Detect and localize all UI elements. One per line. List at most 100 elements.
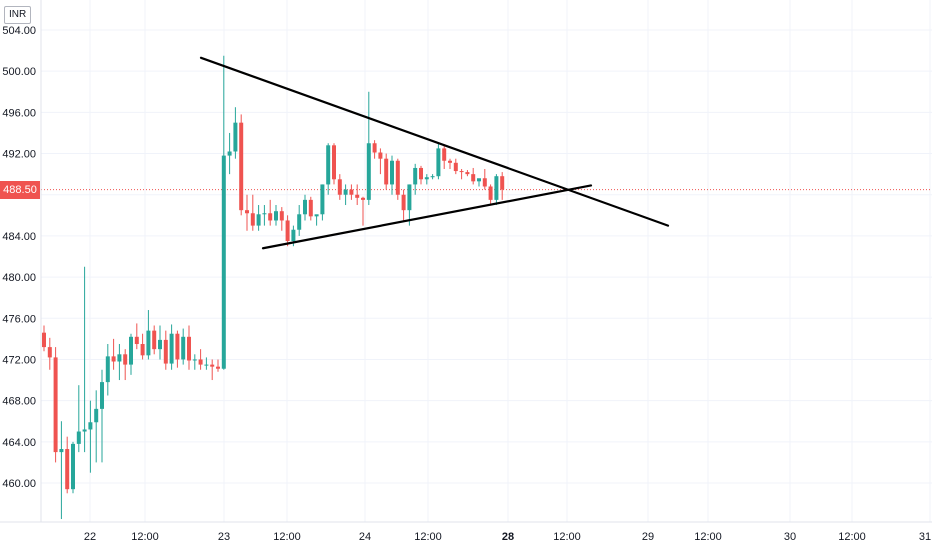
candle[interactable] — [384, 153, 389, 190]
candle[interactable] — [297, 205, 302, 236]
currency-label[interactable]: INR — [4, 6, 32, 24]
candle[interactable] — [82, 266, 87, 453]
candle[interactable] — [227, 132, 232, 175]
candle[interactable] — [494, 174, 499, 206]
candle-series[interactable] — [42, 55, 505, 520]
candle[interactable] — [401, 189, 406, 221]
candle[interactable] — [146, 310, 151, 360]
candle[interactable] — [233, 107, 238, 159]
candle-body — [158, 339, 162, 350]
candle-body — [245, 210, 249, 214]
candle[interactable] — [430, 174, 435, 180]
candle[interactable] — [100, 369, 104, 463]
time-axis[interactable]: 22 12:00 23 12:00 24 12:00 28 12:00 29 12:00 30 12:… — [0, 521, 932, 543]
candle[interactable] — [326, 143, 331, 195]
candle-body — [140, 344, 145, 356]
candle[interactable] — [181, 328, 186, 365]
candle[interactable] — [216, 359, 220, 372]
candle[interactable] — [303, 194, 307, 221]
candle[interactable] — [453, 158, 458, 175]
candle[interactable] — [482, 168, 487, 190]
candle[interactable] — [134, 323, 139, 350]
candle[interactable] — [262, 205, 267, 226]
candle[interactable] — [419, 165, 423, 185]
candle-body — [216, 366, 220, 369]
candle[interactable] — [42, 325, 46, 352]
candle[interactable] — [239, 114, 244, 216]
candle[interactable] — [187, 325, 191, 370]
candle[interactable] — [355, 184, 360, 206]
candle[interactable] — [337, 174, 342, 200]
candle[interactable] — [285, 215, 290, 247]
candle[interactable] — [372, 140, 377, 159]
candle[interactable] — [245, 194, 249, 231]
candle-body — [53, 357, 58, 453]
candle[interactable] — [59, 421, 64, 520]
candle[interactable] — [221, 55, 226, 370]
candle[interactable] — [158, 325, 162, 360]
candle[interactable] — [140, 333, 145, 360]
candle[interactable] — [123, 349, 128, 381]
candle[interactable] — [378, 148, 383, 175]
candle[interactable] — [53, 347, 58, 463]
candle[interactable] — [76, 385, 81, 453]
candle[interactable] — [413, 163, 418, 195]
candle[interactable] — [314, 214, 319, 226]
candle-body — [442, 148, 447, 161]
candle-body — [465, 172, 470, 175]
candle-body — [100, 382, 104, 409]
candle[interactable] — [366, 91, 371, 206]
candle[interactable] — [448, 158, 452, 169]
candle[interactable] — [88, 400, 93, 473]
candle[interactable] — [198, 349, 203, 370]
candle[interactable] — [459, 168, 464, 180]
candle[interactable] — [256, 205, 261, 231]
candle[interactable] — [424, 174, 429, 185]
candle[interactable] — [169, 324, 174, 370]
trendline-upper[interactable] — [199, 56, 670, 227]
candle-body — [42, 332, 46, 348]
candle[interactable] — [390, 155, 394, 195]
candle[interactable] — [308, 196, 313, 221]
candle[interactable] — [47, 337, 52, 370]
candle[interactable] — [192, 354, 197, 370]
candle[interactable] — [332, 143, 336, 185]
candle[interactable] — [117, 344, 122, 381]
trendlines[interactable] — [199, 56, 670, 250]
candle[interactable] — [442, 144, 447, 169]
candle[interactable] — [349, 184, 354, 200]
candle[interactable] — [111, 338, 116, 370]
candle[interactable] — [175, 330, 180, 368]
candle[interactable] — [407, 184, 412, 226]
candle-body — [105, 356, 110, 383]
candle[interactable] — [268, 199, 273, 226]
candle[interactable] — [152, 325, 157, 355]
candle[interactable] — [465, 170, 470, 177]
candle[interactable] — [500, 172, 505, 200]
candle[interactable] — [436, 143, 441, 180]
price-axis[interactable]: 460.00 464.00 468.00 472.00 476.00 480.00 484.… — [2, 0, 42, 522]
candle[interactable] — [395, 158, 400, 200]
candle-body — [355, 194, 360, 198]
candle[interactable] — [94, 390, 99, 463]
candle[interactable] — [343, 184, 348, 206]
candle[interactable] — [129, 333, 133, 375]
candle[interactable] — [163, 330, 168, 370]
candle[interactable] — [488, 184, 493, 206]
candle-body — [210, 364, 215, 367]
candle[interactable] — [477, 178, 481, 187]
candle[interactable] — [204, 357, 209, 370]
candle[interactable] — [471, 167, 476, 185]
candle[interactable] — [71, 441, 75, 494]
candle[interactable] — [105, 344, 110, 396]
candle[interactable] — [274, 205, 278, 226]
trendline-lower[interactable] — [261, 184, 593, 250]
candle[interactable] — [250, 194, 255, 231]
candle[interactable] — [279, 207, 284, 231]
candle[interactable] — [320, 184, 325, 221]
candle[interactable] — [361, 196, 365, 226]
candle[interactable] — [65, 436, 70, 494]
candle[interactable] — [210, 359, 215, 381]
candle-body — [482, 178, 487, 187]
